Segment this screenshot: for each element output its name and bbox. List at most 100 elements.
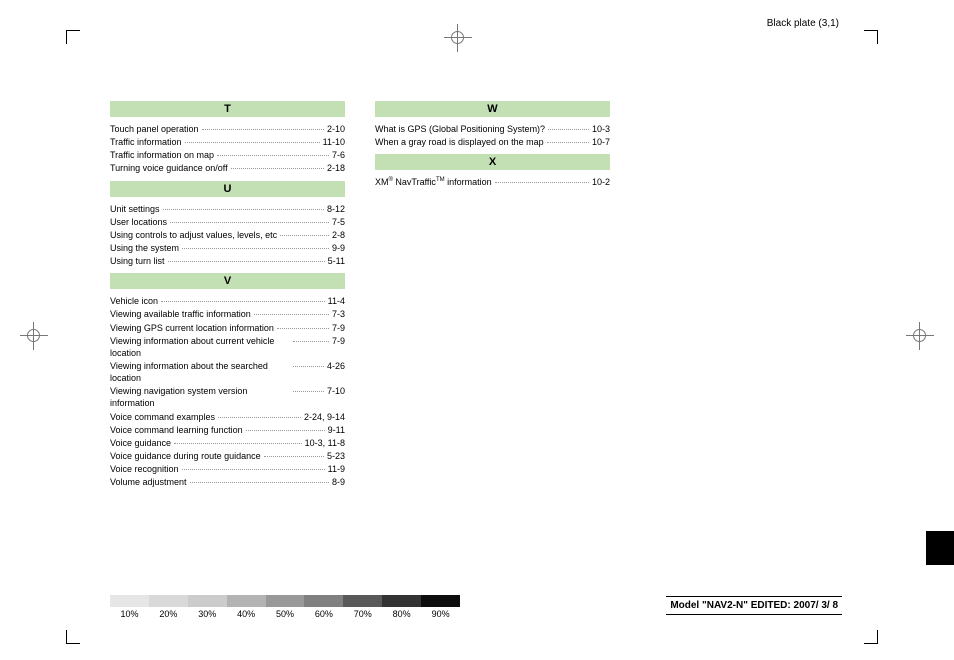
entry-label: Traffic information — [110, 136, 182, 148]
entry-page: 7-9 — [332, 322, 345, 334]
index-entry: When a gray road is displayed on the map… — [375, 136, 610, 148]
entry-label: Unit settings — [110, 203, 160, 215]
gradient-label: 10% — [110, 609, 149, 619]
index-entry: Viewing information about current vehicl… — [110, 335, 345, 359]
entry-page: 2-10 — [327, 123, 345, 135]
index-entry: Touch panel operation 2-10 — [110, 123, 345, 135]
gradient-bar: 10%20%30%40%50%60%70%80%90% — [110, 595, 460, 615]
entry-label: Viewing information about the searched l… — [110, 360, 290, 384]
gradient-label: 20% — [149, 609, 188, 619]
index-entry: Volume adjustment8-9 — [110, 476, 345, 488]
entry-page: 5-23 — [327, 450, 345, 462]
crop-mark-bl — [66, 630, 80, 644]
index-entry: User locations 7-5 — [110, 216, 345, 228]
entry-page: 4-26 — [327, 360, 345, 384]
index-column-2: WWhat is GPS (Global Positioning System)… — [375, 95, 610, 489]
entry-page: 10-7 — [592, 136, 610, 148]
index-entry: Voice recognition 11-9 — [110, 463, 345, 475]
entry-page: 11-4 — [328, 295, 345, 307]
gradient-label: 30% — [188, 609, 227, 619]
entry-label: Viewing navigation system version inform… — [110, 385, 290, 409]
index-entry: Voice command examples 2-24, 9-14 — [110, 411, 345, 423]
entry-label: Voice guidance during route guidance — [110, 450, 261, 462]
index-entry: What is GPS (Global Positioning System)?… — [375, 123, 610, 135]
gradient-label: 80% — [382, 609, 421, 619]
gradient-cell — [382, 595, 421, 607]
thumb-tab — [926, 531, 954, 565]
entry-label: Voice command examples — [110, 411, 215, 423]
entry-page: 2-24, 9-14 — [304, 411, 345, 423]
leader-dots — [246, 424, 325, 431]
gradient-label: 50% — [266, 609, 305, 619]
leader-dots — [293, 360, 324, 367]
index-entry: Voice guidance during route guidance 5-23 — [110, 450, 345, 462]
leader-dots — [218, 411, 301, 418]
entry-label: When a gray road is displayed on the map — [375, 136, 544, 148]
section-header-t: T — [110, 101, 345, 117]
entry-label: Voice command learning function — [110, 424, 243, 436]
leader-dots — [231, 162, 324, 169]
index-column-1: TTouch panel operation2-10Traffic inform… — [110, 95, 345, 489]
entry-label: Viewing GPS current location information — [110, 322, 274, 334]
entry-label: User locations — [110, 216, 167, 228]
gradient-cell — [421, 595, 460, 607]
index-entry: Using turn list 5-11 — [110, 255, 345, 267]
leader-dots — [293, 385, 324, 392]
index-entry: Viewing navigation system version inform… — [110, 385, 345, 409]
gradient-cell — [188, 595, 227, 607]
leader-dots — [182, 242, 329, 249]
entry-label: Using controls to adjust values, levels,… — [110, 229, 277, 241]
leader-dots — [280, 229, 329, 236]
entry-label: Traffic information on map — [110, 149, 214, 161]
gradient-label: 40% — [227, 609, 266, 619]
leader-dots — [182, 463, 325, 470]
index-entry: Using the system 9-9 — [110, 242, 345, 254]
index-entry: Unit settings8-12 — [110, 203, 345, 215]
index-entry: Voice guidance 10-3, 11-8 — [110, 437, 345, 449]
leader-dots — [547, 136, 589, 143]
gradient-label: 70% — [343, 609, 382, 619]
entry-page: 2-18 — [327, 162, 345, 174]
leader-dots — [495, 176, 589, 183]
crop-mark-br — [864, 630, 878, 644]
crop-mark-tl — [66, 30, 80, 44]
gradient-cell — [227, 595, 266, 607]
entry-label: Voice recognition — [110, 463, 179, 475]
entry-page: 11-9 — [328, 463, 345, 475]
registration-mark-top — [448, 28, 468, 48]
index-entry: XM® NavTrafficTM information10-2 — [375, 176, 610, 188]
entry-label: Touch panel operation — [110, 123, 199, 135]
entry-page: 7-5 — [332, 216, 345, 228]
entry-label: Using the system — [110, 242, 179, 254]
entry-label: Voice guidance — [110, 437, 171, 449]
registration-mark-right — [910, 326, 930, 346]
plate-label: Black plate (3,1) — [767, 18, 839, 29]
leader-dots — [548, 123, 589, 130]
leader-dots — [163, 203, 324, 210]
leader-dots — [264, 450, 324, 457]
entry-label: Turning voice guidance on/off — [110, 162, 228, 174]
leader-dots — [202, 123, 324, 130]
entry-page: 7-10 — [327, 385, 345, 409]
index-entry: Vehicle icon 11-4 — [110, 295, 345, 307]
entry-page: 5-11 — [328, 255, 345, 267]
index-entry: Traffic information 11-10 — [110, 136, 345, 148]
entry-page: 10-3, 11-8 — [305, 437, 345, 449]
entry-page: 10-3 — [592, 123, 610, 135]
entry-page: 7-3 — [332, 308, 345, 320]
leader-dots — [174, 437, 302, 444]
leader-dots — [170, 216, 329, 223]
gradient-label: 60% — [304, 609, 343, 619]
index-entry: Viewing information about the searched l… — [110, 360, 345, 384]
entry-label: Using turn list — [110, 255, 165, 267]
index-entry: Traffic information on map7-6 — [110, 149, 345, 161]
entry-label: Vehicle icon — [110, 295, 158, 307]
index-columns: TTouch panel operation2-10Traffic inform… — [110, 95, 610, 489]
gradient-cell — [266, 595, 305, 607]
index-entry: Viewing GPS current location information… — [110, 322, 345, 334]
gradient-cell — [149, 595, 188, 607]
entry-page: 11-10 — [323, 136, 345, 148]
entry-page: 9-9 — [332, 242, 345, 254]
entry-page: 7-9 — [332, 335, 345, 359]
leader-dots — [277, 322, 329, 329]
